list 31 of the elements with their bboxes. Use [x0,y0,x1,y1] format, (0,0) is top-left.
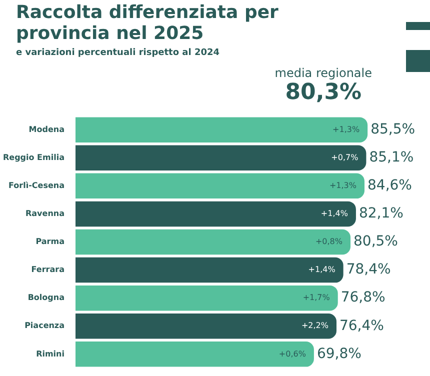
y-tick-label: Reggio Emilia [2,152,64,162]
y-tick-label: Ravenna [25,209,64,218]
annotation: +1,3% [332,124,360,134]
chart-title: Raccolta differenziata per provincia nel 2025 [16,2,280,44]
data-label: 85,1% [369,150,414,166]
annotation: +1,4% [320,209,348,218]
y-tick-label: Ferrara [31,265,64,274]
y-tick-label: Rimini [36,349,65,358]
annotation: +1,7% [302,293,330,302]
y-tick-label: Forlì-Cesena [8,180,64,190]
data-label: 82,1% [358,206,404,222]
data-label: 84,6% [368,178,412,194]
y-tick-label: Parma [36,237,64,246]
text: 80,3% [284,80,363,105]
annotation: +1,4% [308,265,336,274]
y-tick-label: Piacenza [24,321,64,330]
data-label: 69,8% [316,346,362,362]
annotation: +2,2% [301,321,329,330]
data-label: 85,5% [370,121,416,138]
annotation: +1,3% [329,180,357,190]
data-label: 76,4% [339,318,384,334]
data-label: 76,8% [340,290,386,306]
data-label: 78,4% [346,262,391,278]
chart-subtitle: e variazioni percentuali rispetto al 2024 [16,48,220,58]
y-tick-label: Bologna [28,293,64,302]
annotation: +0,6% [278,349,306,358]
y-tick-label: Modena [28,124,64,134]
text: media regionale [274,66,372,80]
annotation: +0,8% [315,237,343,246]
annotation: +0,7% [331,152,359,162]
data-label: 80,5% [354,234,398,250]
